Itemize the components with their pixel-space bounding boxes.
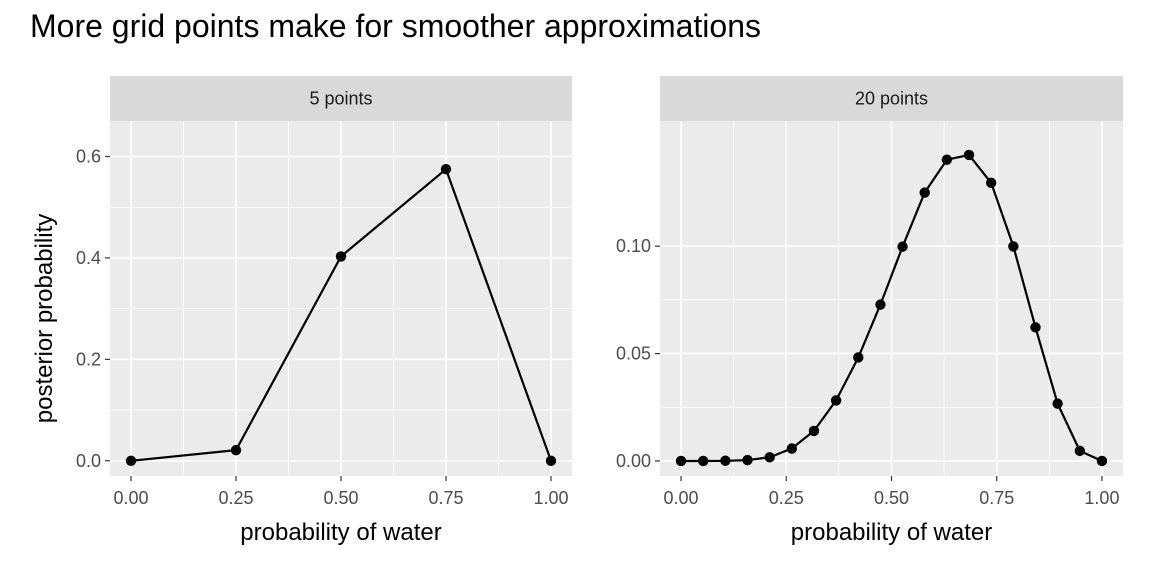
x-tick-label: 0.75 xyxy=(979,488,1014,508)
data-point xyxy=(1008,241,1019,252)
data-point xyxy=(941,154,953,165)
data-point xyxy=(440,163,452,175)
data-point xyxy=(1052,398,1063,409)
x-tick-label: 1.00 xyxy=(533,488,568,508)
x-tick-label: 0.75 xyxy=(428,488,463,508)
x-tick-label: 0.50 xyxy=(323,488,358,508)
y-tick-label: 0.00 xyxy=(616,451,651,471)
y-tick-label: 0.4 xyxy=(76,248,101,268)
facet-strip xyxy=(660,76,1123,121)
x-tick-label: 0.00 xyxy=(664,488,699,508)
x-tick-label: 1.00 xyxy=(1084,488,1119,508)
x-axis-title: probability of water xyxy=(240,519,441,546)
y-tick-label: 0.6 xyxy=(76,147,101,167)
facet-strip xyxy=(110,76,572,121)
x-tick-label: 0.00 xyxy=(113,488,148,508)
data-point xyxy=(675,455,687,467)
data-point xyxy=(720,455,731,466)
facet-panel-1: 5 points 0.00 0.25 0.50 0.75 1.00 0.0 0.2 0.4 0.6… xyxy=(31,76,572,546)
data-point xyxy=(897,241,908,252)
data-point xyxy=(830,395,842,406)
data-point xyxy=(335,251,347,262)
data-point xyxy=(125,455,137,466)
data-point xyxy=(230,444,242,456)
facet-label: 5 points xyxy=(309,89,372,109)
data-point xyxy=(853,352,864,363)
chart-title: More grid points make for smoother appro… xyxy=(30,8,761,44)
data-point xyxy=(764,452,775,463)
y-tick-label: 0.10 xyxy=(616,236,651,256)
y-tick-label: 0.05 xyxy=(616,344,651,364)
facet-label: 20 points xyxy=(855,89,928,109)
data-point xyxy=(742,454,753,466)
y-axis-title: posterior probability xyxy=(31,214,58,423)
data-point xyxy=(697,455,709,467)
data-point xyxy=(875,299,886,310)
facet-panel-2: 20 points 0.00 0.25 0.50 0.75 1.00 0.00 0.05 0.1… xyxy=(616,76,1123,546)
data-point xyxy=(1096,455,1108,467)
x-tick-label: 0.50 xyxy=(874,488,909,508)
y-tick-label: 0.2 xyxy=(76,349,101,369)
data-point xyxy=(808,425,820,437)
data-point xyxy=(919,187,930,198)
data-point xyxy=(963,149,975,161)
x-axis-title: probability of water xyxy=(791,519,992,546)
y-tick-label: 0.0 xyxy=(76,451,101,471)
data-point xyxy=(1074,445,1086,457)
x-tick-label: 0.25 xyxy=(769,488,804,508)
data-point xyxy=(1030,322,1041,333)
data-point xyxy=(985,177,997,189)
data-point xyxy=(786,443,798,454)
data-point xyxy=(545,455,557,466)
x-tick-label: 0.25 xyxy=(218,488,253,508)
